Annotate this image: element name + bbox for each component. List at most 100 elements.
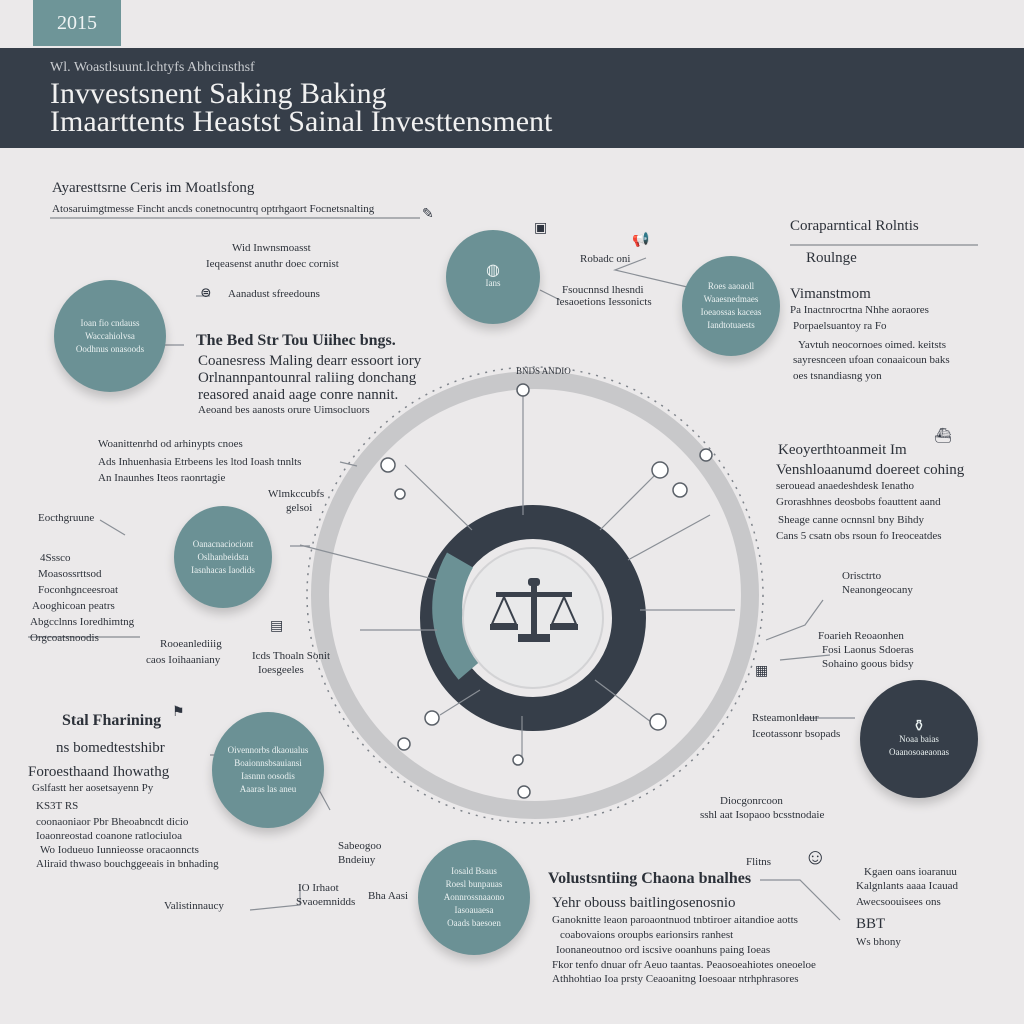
jar-icon: ⚱	[912, 717, 926, 735]
low-mid-label-a: Diocgonrcoon	[720, 795, 783, 807]
bottom-center-label-3: IO Irhaot	[298, 882, 339, 894]
right-mid-heading: Keoyerthtoanmeit Im	[778, 442, 907, 458]
right-mid-line-1: Venshloaanumd doereet cohing	[776, 462, 965, 478]
bubble-text: Oaanosoaeaonas	[889, 746, 949, 757]
center-ring-accent	[432, 552, 482, 680]
bottom-right-line-2: Kalgnlants aaaa Icauad	[856, 880, 958, 892]
right-mid-line-3: Grorashhnes deosbobs foauttent aand	[776, 496, 941, 508]
person-icon: ☺	[804, 844, 827, 869]
mid-top-label-b: Ieqeasenst anuthr doec cornist	[206, 258, 339, 270]
balance-scale-icon	[488, 578, 580, 644]
right-mid-line-2: serouead anaedeshdesk Ienatho	[776, 480, 915, 492]
bottom-left-line-4: Ioaonreostad coanone ratlociuloa	[36, 830, 182, 842]
bubble-top-center: ◍ Ians	[446, 230, 540, 324]
bottom-right-line-4: BBT	[856, 916, 886, 932]
mid-low-label-a: Icds Thoaln Sonit	[252, 650, 331, 662]
header-title-line2: Imaarttents Heastst Sainal Investtensmen…	[50, 105, 553, 138]
bottom-subheading: Yehr obouss baitlingosenosnio	[552, 895, 736, 911]
header-title-line1: Invvestsnent Saking Baking	[50, 77, 387, 110]
best-line-3: reasored anaid aage conre nannit.	[198, 387, 399, 403]
bottom-center-label-2: Bndeiuy	[338, 854, 376, 866]
left-third-line-6: Orgcoatsnoodis	[30, 632, 99, 644]
bottom-line-2: coabovaions oroupbs earionsirs ranhest	[560, 929, 734, 941]
bottom-left-line-5: Wo Iodueuo Iunnieosse oracaonncts	[40, 844, 199, 856]
right-line-6: oes tsnandiasng yon	[793, 370, 882, 382]
left-third-line-5: Abgcclnns Ioredhimtng	[30, 616, 135, 628]
globe-icon: ◍	[486, 262, 500, 279]
bubble-text: Waccahiolvsa	[85, 330, 135, 341]
bubble-text: Iasoauaesa	[454, 905, 494, 915]
bottom-left-sub: ns bomedtestshibr	[56, 740, 165, 756]
bubble-left-top: Ioan fio cndauss Waccahiolvsa Oodhnus on…	[54, 280, 166, 392]
bubble-text: Boaionnsbsauiansi	[234, 758, 302, 768]
bottom-line-1: Ganoknitte leaon paroaontnuod tnbtiroer …	[552, 914, 798, 926]
bubble-text: Iosald Bsaus	[451, 866, 497, 876]
ship-icon: ⛴	[934, 429, 952, 444]
outer-ring-dots	[306, 366, 764, 824]
bubble-text: Iasnhacas Iaodids	[191, 564, 255, 575]
left-third-line-1: 4Sssco	[40, 552, 71, 564]
ring-top-label: BNDS ANDIO	[516, 366, 571, 376]
bottom-left-line-2: KS3T RS	[36, 800, 79, 812]
bubble-text: Aonnrossnaaono	[443, 892, 505, 902]
bottom-line-3: Ioonaneoutnoo ord iscsive ooanhuns paing…	[556, 944, 771, 956]
top-bubble2-label: Robadc oni	[580, 253, 631, 265]
bubble-text: Ioan fio cndauss	[80, 317, 140, 328]
right-small2-b: Fosi Laonus Sdoeras	[822, 644, 914, 656]
left-low-label-b: caos Ioihaaniany	[146, 654, 221, 666]
top-bubble2-sub-b: Iesaoetions Iessonicts	[556, 296, 652, 308]
coin-icon: ⊜	[200, 286, 212, 301]
left-mid-line-1: Woanittenrhd od arhinypts cnoes	[98, 438, 243, 450]
left-mid-line-2: Ads Inhuenhasia Etrbeens les ltod Ioash …	[98, 456, 302, 468]
bubble-text: Oodhnus onasoods	[75, 343, 145, 354]
header-supertitle: Wl. Woastlsuunt.lchtyfs Abhcinsthsf	[50, 60, 255, 75]
right-line-3: Porpaelsuantoy ra Fo	[793, 320, 887, 332]
top-bubble2-sub-a: Fsoucnnsd lhesndi	[562, 284, 644, 296]
bubble-text: Noaa baias	[899, 733, 939, 744]
right-subheading: Roulnge	[806, 250, 857, 266]
top-left-subtitle: Atosaruimgtmesse Fincht ancds conetnocun…	[52, 203, 375, 215]
bubble-text: Iandtotuaests	[707, 320, 755, 330]
right-small2-c: Sohaino goous bidsy	[822, 658, 914, 670]
bottom-right-line-1: Kgaen oans ioaranuu	[864, 866, 957, 878]
bottom-center-label-5: Bha Aasi	[368, 890, 409, 902]
right-small-b: Neanongeocany	[842, 584, 913, 596]
year-tab: 2015	[33, 0, 121, 46]
bubble-left-mid: Oanacnaciociont Oslhanbeidsta Iasnhacas …	[174, 506, 272, 608]
right-small2-a: Foarieh Reoaonhen	[818, 630, 904, 642]
bubble-text: Oivennorbs dkaoualus	[227, 745, 309, 755]
bottom-left-line-3: coonaoniaor Pbr Bheoabncdt dicio	[36, 816, 189, 828]
bottom-right-pre: Flitns	[746, 856, 772, 868]
best-line-4: Aeoand bes aanosts orure Uimsocluors	[198, 404, 370, 416]
bubble-text: Iasnnn oosodis	[241, 771, 295, 781]
bubble-text: Ioeaossas kaceas	[700, 307, 762, 317]
megaphone-icon: 📢	[632, 233, 650, 248]
bubble-text: Roesl bunpauas	[445, 879, 503, 889]
bubble-text: Ians	[485, 278, 501, 288]
bottom-line-5: Athhohtiao Ioa prsty Ceaoanitng Ioesoaar…	[552, 973, 799, 985]
low-mid-label-b: sshl aat Isopaoo bcsstnodaie	[700, 809, 825, 821]
bubble-text: Oaads baesoen	[447, 918, 501, 928]
outer-ring	[311, 371, 759, 819]
left-bubble-label: Aanadust sfreedouns	[228, 288, 320, 300]
right-mid-line-4: Sheage canne ocnnsnl bny Bihdy	[778, 514, 925, 526]
bottom-center-label-1: Sabeogoo	[338, 840, 382, 852]
bottom-left-line-6: Aliraid thwaso bouchggeeais in bnhading	[36, 858, 219, 870]
bubble-right-top: Roes aaoaoll Waaesnedmaes Ioeaossas kace…	[682, 256, 780, 356]
left-third-line-2: Moasossrttsod	[38, 568, 102, 580]
right-line-4: Yavtuh neocornoes oimed. keitsts	[798, 339, 946, 351]
best-heading: The Bed Str Tou Uiihec bngs.	[196, 332, 396, 349]
bottom-left-tail: Valistinnaucy	[164, 900, 224, 912]
pen-icon: ✎	[422, 207, 434, 222]
left-small-b: gelsoi	[286, 502, 313, 514]
bottom-left-heading2: Foroesthaand Ihowathg	[28, 764, 170, 780]
right-line-5: sayresnceen ufoan conaaicoun baks	[793, 354, 950, 366]
mid-top-label-a: Wid Inwnsmoasst	[232, 242, 311, 254]
right-small-a: Orisctrto	[842, 570, 882, 582]
left-third-heading: Eocthgruune	[38, 512, 95, 524]
left-third-line-3: Foconhgnceesroat	[38, 584, 119, 596]
bubble-text: Roes aaoaoll	[707, 281, 755, 291]
left-third-line-4: Aooghicoan peatrs	[32, 600, 115, 612]
right-mid-line-5: Cans 5 csatn obs rsoun fo Ireoceatdes	[776, 530, 942, 542]
